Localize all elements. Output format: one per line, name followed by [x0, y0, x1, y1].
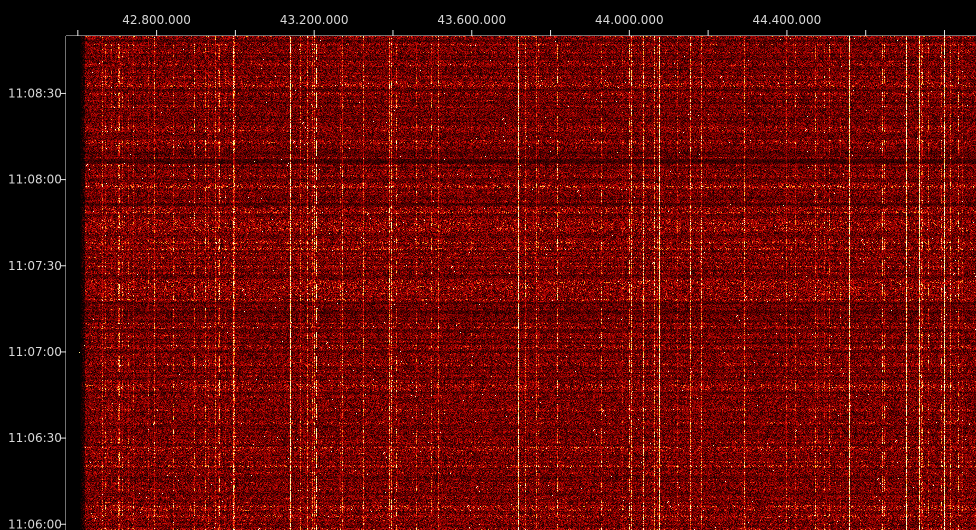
x-tick-label: 42.800.000 — [122, 13, 191, 27]
y-tick-label: 11:06:00 — [8, 517, 62, 530]
x-tick-label: 44.000.000 — [595, 13, 664, 27]
x-axis-ticks: 42.800.000 43.200.000 43.600.000 44.000.000… — [77, 13, 945, 36]
y-tick-label: 11:07:30 — [8, 259, 62, 273]
waterfall-plot-area — [66, 36, 976, 530]
x-tick-label: 43.600.000 — [437, 13, 506, 27]
y-tick-label: 11:07:00 — [8, 345, 62, 359]
y-tick-label: 11:08:00 — [8, 173, 62, 187]
y-tick-label: 11:08:30 — [8, 86, 62, 100]
x-tick-label: 43.200.000 — [280, 13, 349, 27]
x-tick-label: 44.400.000 — [753, 13, 822, 27]
y-tick-label: 11:06:30 — [8, 431, 62, 445]
y-axis-ticks: 11:08:30 11:08:00 11:07:30 11:07:00 11:06:30… — [8, 86, 66, 530]
